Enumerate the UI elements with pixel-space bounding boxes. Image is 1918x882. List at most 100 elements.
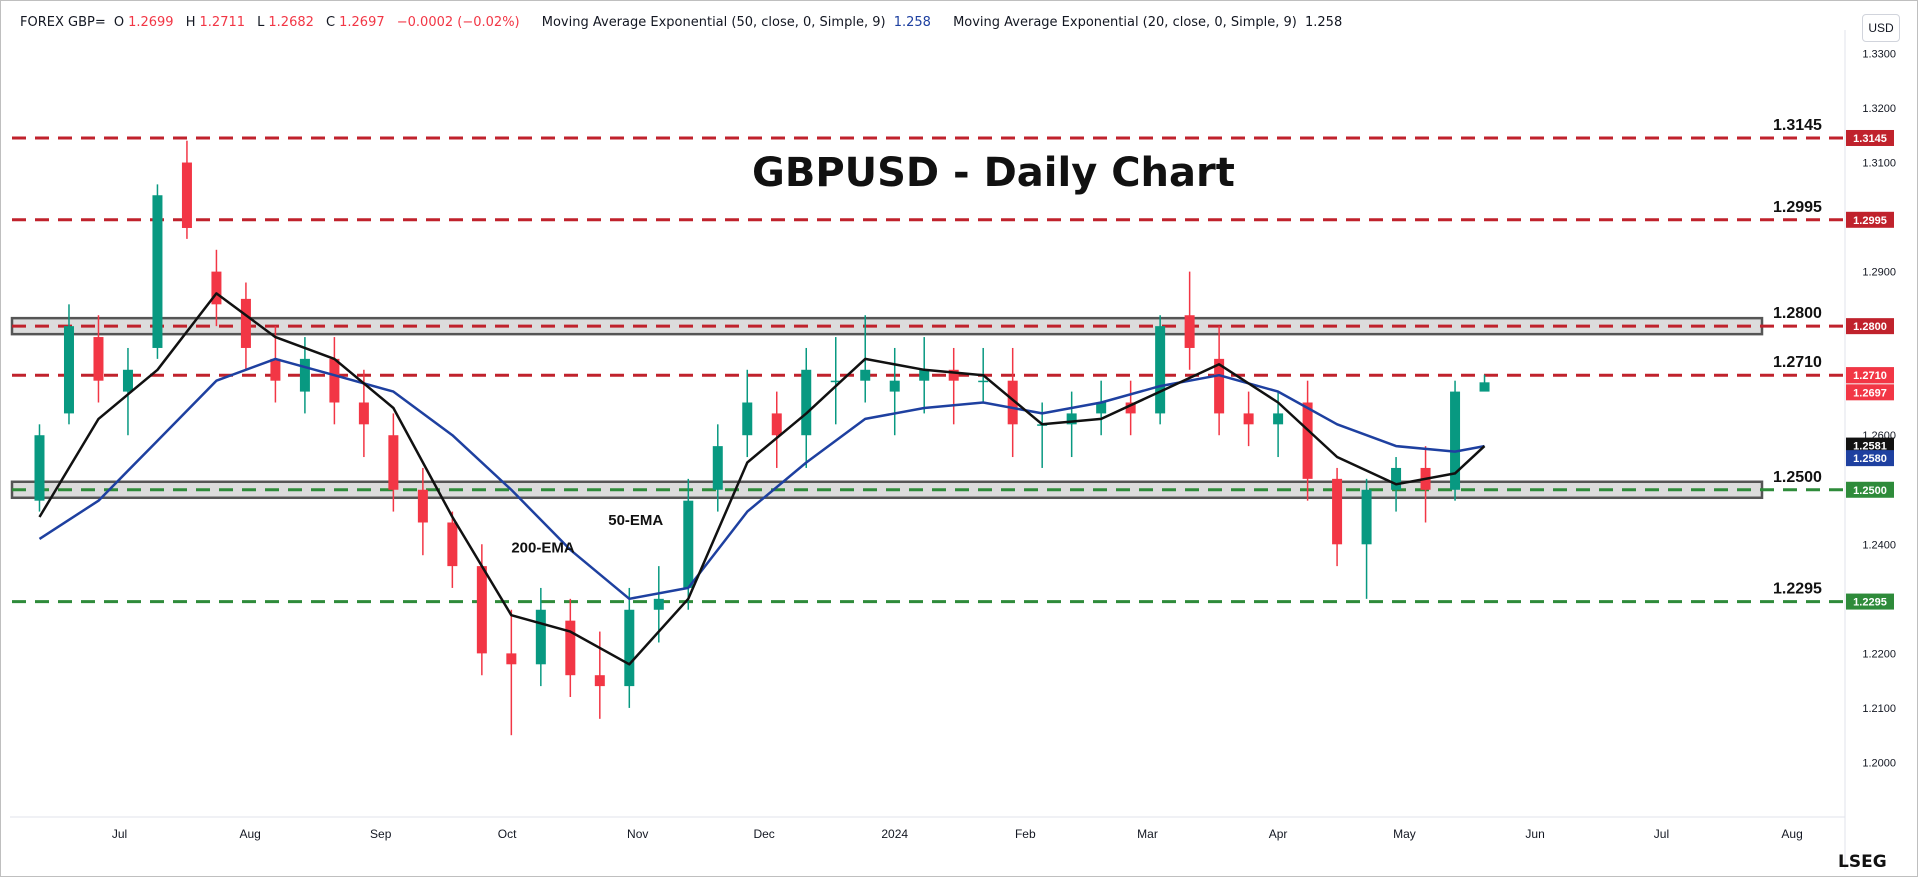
legend-ema20-value: 1.258 (1305, 15, 1343, 30)
chart-title: GBPUSD - Daily Chart (752, 150, 1235, 196)
price-badge-1.2710 (1846, 367, 1894, 384)
x-tick-Apr: Apr (1269, 827, 1288, 841)
level-labels: 1.3145 1.2995 1.2800 1.2710 1.2500 1.2295 (1773, 117, 1822, 598)
x-tick-Nov: Nov (627, 827, 648, 841)
x-tick-Aug: Aug (1781, 827, 1802, 841)
ema-line-200-EMA (38, 292, 1486, 666)
legend-ema50-text[interactable]: Moving Average Exponential (50, close, 0… (541, 15, 886, 30)
y-tick-1.2000: 1.2000 (1862, 757, 1896, 769)
level-badge-text-1.3145: 1.3145 (1853, 133, 1887, 145)
level-badge-text-1.2295: 1.2295 (1853, 597, 1887, 609)
candle-body-15 (476, 566, 487, 654)
legend-symbol[interactable]: FOREX GBP= (20, 15, 106, 30)
candle-body-11 (358, 402, 369, 425)
x-tick-2024: 2024 (881, 827, 908, 841)
level-badge-1.2800 (1846, 318, 1894, 335)
level-label-1.2800: 1.2800 (1773, 305, 1822, 322)
candle-body-32 (978, 380, 989, 383)
candle-body-29 (889, 380, 900, 392)
candle-body-10 (329, 358, 340, 403)
legend-low-label: L (257, 15, 265, 30)
x-tick-Jul: Jul (1654, 827, 1669, 841)
candle-body-16 (506, 653, 517, 665)
level-badge-1.2295 (1846, 593, 1894, 610)
candle-body-28 (860, 369, 871, 381)
price-axis: 1.33001.32001.31001.29001.26001.24001.22… (1862, 48, 1896, 769)
candle-body-43 (1302, 402, 1313, 479)
level-label-1.2710: 1.2710 (1773, 354, 1822, 371)
legend-ema20-text[interactable]: Moving Average Exponential (20, close, 0… (953, 15, 1297, 30)
y-tick-1.3100: 1.3100 (1862, 158, 1896, 170)
time-axis: Jul Aug Sep Oct Nov Dec 2024 Feb Mar Apr May Jun Jul… (112, 827, 1803, 841)
level-badge-1.3145 (1846, 129, 1894, 146)
candle-body-26 (801, 369, 812, 436)
level-badge-text-1.2500: 1.2500 (1853, 485, 1887, 497)
candle-body-23 (712, 446, 723, 490)
candle-body-18 (565, 620, 576, 676)
candles-layer (34, 140, 1490, 736)
candle-body-31 (948, 369, 959, 381)
legend-high: 1.2711 (199, 15, 246, 30)
legend-low: 1.2682 (268, 15, 314, 30)
candle-body-30 (919, 369, 930, 381)
candle-body-25 (771, 413, 782, 436)
x-tick-Mar: Mar (1137, 827, 1158, 841)
y-tick-1.2400: 1.2400 (1862, 539, 1896, 551)
x-tick-Sep: Sep (370, 827, 392, 841)
candle-body-6 (211, 271, 222, 305)
price-badge-text-1.2697: 1.2697 (1853, 387, 1887, 399)
ema-layer (38, 292, 1486, 666)
price-badges: 1.31451.29951.28001.27101.25001.22951.27… (1846, 129, 1894, 610)
legend-ema50-value: 1.258 (893, 15, 931, 30)
candle-body-2 (93, 337, 104, 381)
candle-body-0 (34, 435, 45, 501)
plot-area (10, 30, 1845, 817)
level-label-1.3145: 1.3145 (1773, 117, 1822, 134)
levels-layer (12, 136, 1845, 604)
candle-body-38 (1155, 326, 1166, 414)
candle-body-3 (122, 369, 133, 392)
price-badge-1.2697 (1846, 384, 1894, 401)
legend-high-label: H (185, 15, 196, 30)
candle-body-8 (270, 358, 281, 381)
annotation-50-EMA: 50-EMA (608, 512, 663, 529)
candle-body-33 (1007, 380, 1018, 425)
candle-body-36 (1096, 402, 1107, 414)
candle-body-19 (594, 675, 605, 687)
level-badge-1.2995 (1846, 211, 1894, 228)
candle-body-40 (1214, 358, 1225, 414)
currency-button[interactable]: USD (1862, 14, 1900, 42)
x-tick-Dec: Dec (753, 827, 774, 841)
annotation-200-EMA: 200-EMA (511, 539, 575, 556)
x-tick-Jun: Jun (1525, 827, 1544, 841)
candle-body-39 (1184, 315, 1195, 348)
candle-body-21 (653, 598, 664, 610)
candle-body-9 (299, 358, 310, 392)
legend-open: 1.2699 (128, 15, 174, 30)
candle-body-22 (683, 500, 694, 588)
ema-line-50-EMA (38, 357, 1485, 601)
legend-change: −0.0002 (−0.02%) (396, 15, 520, 30)
level-label-1.2995: 1.2995 (1773, 199, 1822, 216)
candle-body-37 (1125, 402, 1136, 414)
candle-body-45 (1361, 489, 1372, 545)
y-tick-1.2900: 1.2900 (1862, 267, 1896, 279)
level-label-1.2295: 1.2295 (1773, 581, 1822, 598)
candle-body-5 (181, 162, 192, 228)
candle-body-44 (1332, 478, 1343, 545)
y-tick-1.3300: 1.3300 (1862, 48, 1896, 60)
candle-body-48 (1450, 391, 1461, 490)
price-badge-1.2581 (1846, 437, 1894, 454)
y-tick-1.3200: 1.3200 (1862, 103, 1896, 115)
x-tick-Aug: Aug (239, 827, 260, 841)
price-badge-text-1.2710: 1.2710 (1853, 370, 1887, 382)
x-tick-Feb: Feb (1015, 827, 1036, 841)
annotations: 50-EMA 200-EMA (511, 512, 663, 556)
level-label-1.2500: 1.2500 (1773, 469, 1822, 486)
candle-body-12 (388, 435, 399, 490)
candle-body-4 (152, 195, 163, 348)
chart-legend: FOREX GBP= O 1.2699 H 1.2711 L 1.2682 C 1.26… (20, 15, 1346, 30)
candle-body-42 (1273, 413, 1284, 425)
